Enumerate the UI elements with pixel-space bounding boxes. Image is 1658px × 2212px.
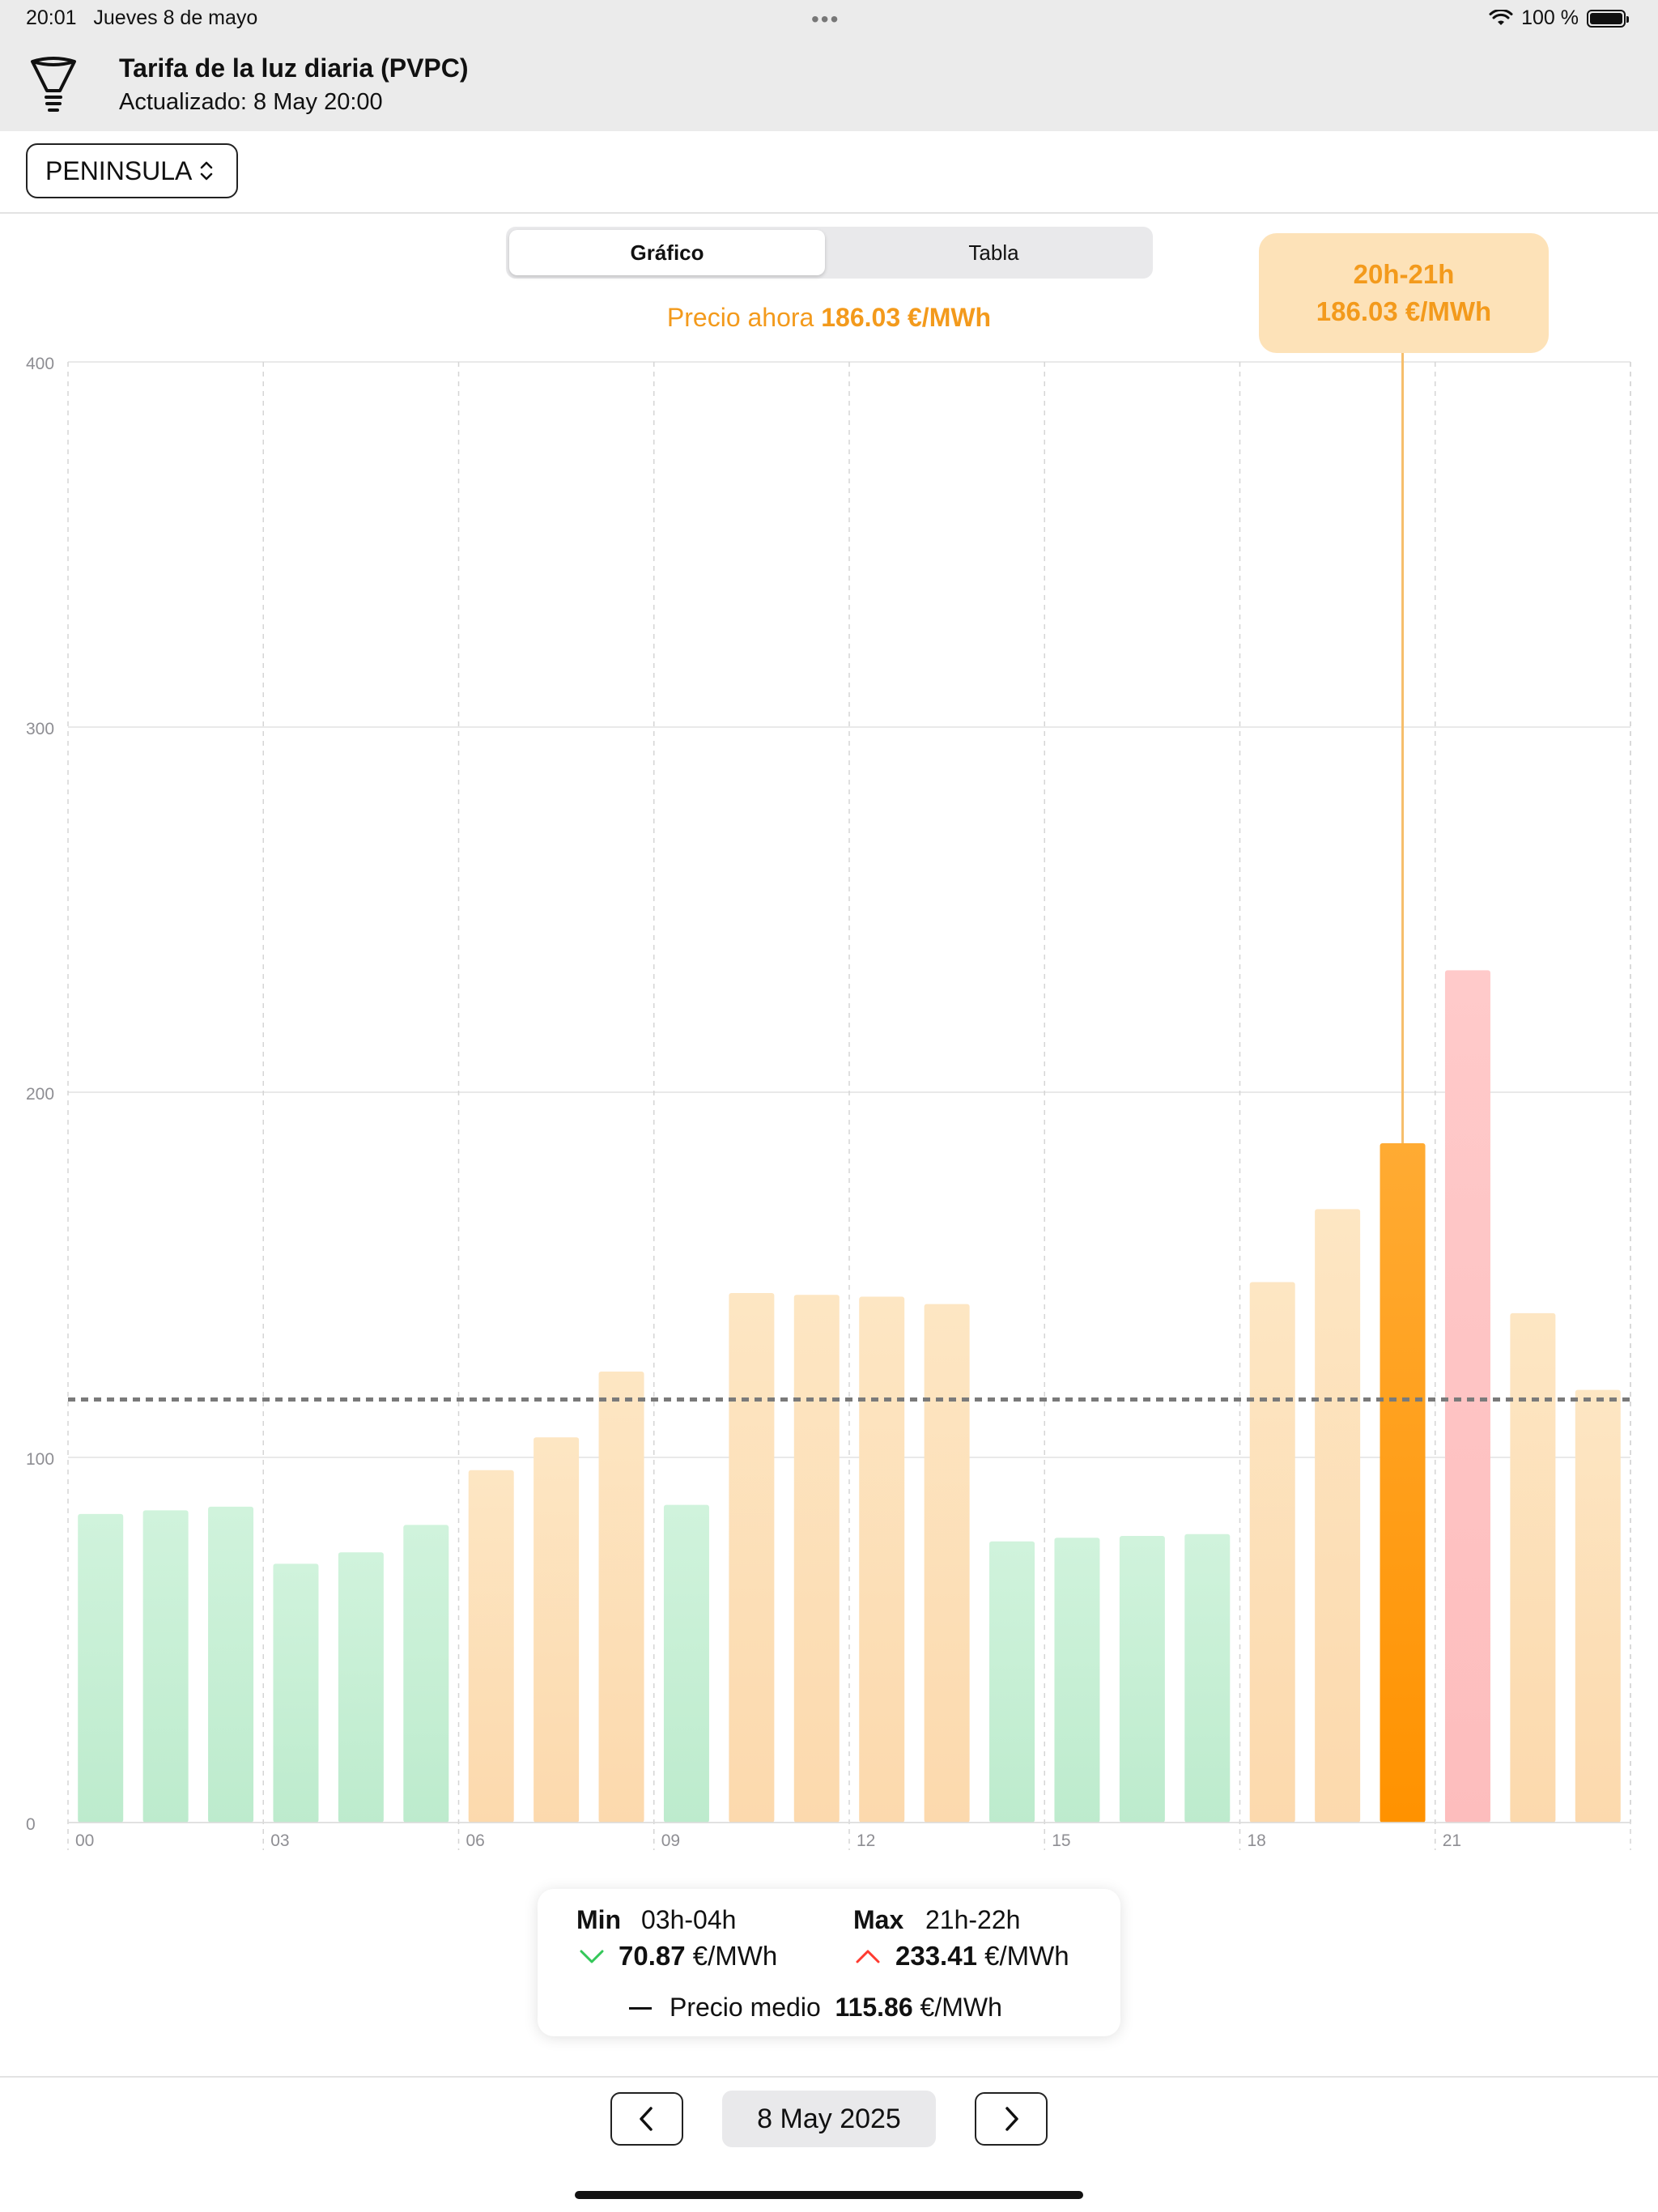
price-bar-23 [1575,1389,1621,1823]
price-bar-17 [1184,1534,1231,1823]
region-label: PENINSULA [45,155,193,185]
x-tick-label: 15 [1052,1831,1070,1850]
last-updated: Actualizado: 8 May 20:00 [119,89,383,115]
price-bar-03 [273,1563,319,1823]
avg-unit: €/MWh [920,1993,1002,2022]
y-tick-label: 200 [26,1085,54,1104]
y-tick-label: 300 [26,720,54,738]
next-day-button[interactable] [975,2092,1048,2146]
price-bar-06 [468,1470,514,1823]
price-bar-20 [1380,1143,1426,1823]
arrow-down-icon [580,1950,604,1963]
arrow-up-icon [856,1950,880,1963]
price-bar-08 [598,1372,644,1823]
x-tick-label: 21 [1443,1831,1461,1850]
price-bar-05 [403,1525,449,1823]
x-tick-label: 00 [75,1831,94,1850]
chevron-up-down-icon [201,161,213,181]
max-label: Max [853,1905,904,1934]
app-header: Tarifa de la luz diaria (PVPC) Actualiza… [0,39,1658,131]
selected-hour-tooltip: 20h-21h 186.03 €/MWh [1259,233,1549,353]
price-chart[interactable]: 0 100 200 300 400 00 03 06 09 12 15 18 21 [0,348,1658,1870]
min-hour: 03h-04h [641,1905,737,1934]
current-price-label: Precio ahora [666,303,814,332]
y-tick-label: 0 [26,1815,36,1834]
max-value-wrap: 233.41 €/MWh [895,1941,1069,1972]
max-value: 233.41 [895,1941,977,1971]
max-unit: €/MWh [984,1941,1069,1971]
price-bar-13 [924,1304,970,1823]
page-title: Tarifa de la luz diaria (PVPC) [119,53,469,83]
battery-icon [1587,9,1629,28]
price-bar-14 [989,1541,1035,1823]
price-bar-10 [729,1293,775,1823]
region-selector[interactable]: PENINSULA [26,143,238,198]
tab-tabla[interactable]: Tabla [968,240,1019,265]
price-bar-00 [78,1513,124,1823]
min-value: 70.87 [619,1941,686,1971]
x-tick-label: 18 [1248,1831,1266,1850]
light-bulb-icon [31,57,76,112]
status-time: 20:01 Jueves 8 de mayo [26,6,258,29]
view-toggle: Gráfico Tabla [506,227,1153,279]
price-bar-01 [142,1510,189,1823]
x-tick-label: 09 [661,1831,680,1850]
x-tick-label: 06 [466,1831,485,1850]
chevron-right-icon [1005,2107,1018,2131]
price-bar-18 [1249,1282,1295,1823]
price-bar-21 [1444,970,1490,1823]
divider [0,212,1658,214]
status-bar: 20:01 Jueves 8 de mayo ••• 100 % [0,0,1658,39]
home-indicator [575,2191,1083,2199]
price-bar-04 [338,1552,384,1823]
tooltip-price: 186.03 €/MWh [1316,296,1492,326]
avg-wrap: Precio medio 115.86 €/MWh [670,1993,1002,2023]
max-hour: 21h-22h [925,1905,1021,1934]
multitasking-dots-icon[interactable]: ••• [811,6,840,32]
price-bar-19 [1315,1209,1361,1823]
price-bar-07 [534,1437,580,1823]
date-selector[interactable]: 8 May 2025 [722,2091,936,2147]
y-tick-label: 400 [26,355,54,373]
price-bar-11 [793,1295,840,1823]
current-price-value: 186.03 €/MWh [821,303,992,332]
average-line-icon [629,2007,652,2010]
chevron-left-icon [640,2107,653,2131]
tooltip-hour: 20h-21h [1353,258,1455,289]
divider [0,2076,1658,2078]
x-tick-label: 03 [270,1831,289,1850]
y-tick-label: 100 [26,1450,54,1469]
price-bar-12 [859,1296,905,1823]
stats-card: Min 03h-04h 70.87 €/MWh Max 21h-22h 233.… [538,1889,1120,2036]
tab-grafico[interactable]: Gráfico [509,230,825,275]
status-date: Jueves 8 de mayo [93,6,258,29]
avg-label: Precio medio [670,1993,821,2022]
prev-day-button[interactable] [610,2092,683,2146]
price-bar-02 [208,1506,254,1823]
price-bar-15 [1054,1538,1100,1823]
battery-percent: 100 % [1521,6,1579,29]
min-value-wrap: 70.87 €/MWh [619,1941,777,1972]
min-unit: €/MWh [692,1941,778,1971]
current-price: Precio ahora 186.03 €/MWh [0,303,1658,333]
price-bar-09 [663,1504,709,1823]
wifi-icon [1489,9,1513,25]
avg-value: 115.86 [835,1993,913,2022]
price-bar-22 [1510,1312,1556,1823]
status-right: 100 % [1489,6,1629,30]
price-bar-16 [1119,1535,1165,1823]
min-label: Min [576,1905,622,1934]
x-tick-label: 12 [857,1831,875,1850]
